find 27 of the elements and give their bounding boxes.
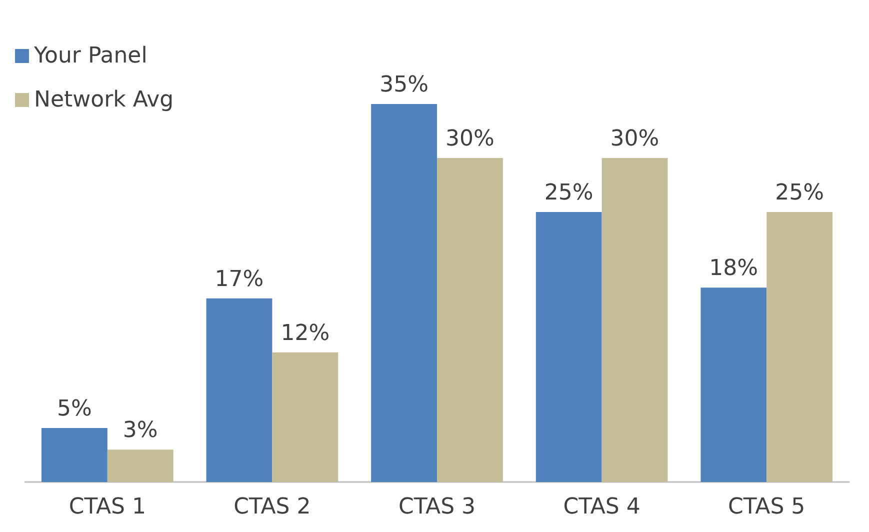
data-label: 25% [775, 180, 824, 206]
bar [371, 104, 437, 482]
bar [272, 352, 338, 482]
bar [107, 450, 174, 482]
data-label: 5% [56, 396, 92, 422]
bar [700, 288, 767, 482]
data-label: 17% [214, 266, 264, 292]
x-tick-label: CTAS 2 [234, 494, 311, 520]
data-label: 3% [122, 418, 158, 444]
x-tick-label: CTAS 1 [68, 494, 146, 520]
bar [437, 158, 503, 482]
data-label: 35% [380, 72, 428, 98]
x-tick-label: CTAS 3 [398, 494, 476, 520]
bar [41, 428, 108, 482]
data-label: 12% [280, 320, 330, 346]
bar [206, 298, 272, 482]
legend-label: Your Panel [33, 44, 148, 68]
bar [536, 212, 602, 482]
data-label: 30% [610, 126, 660, 152]
x-tick-label: CTAS 4 [563, 494, 640, 520]
bar [602, 158, 668, 482]
x-tick-label: CTAS 5 [728, 494, 806, 520]
data-label: 18% [709, 256, 758, 282]
legend-label: Network Avg [34, 88, 174, 112]
data-label: 30% [446, 126, 494, 152]
bar [766, 212, 833, 482]
data-label: 25% [544, 180, 594, 206]
